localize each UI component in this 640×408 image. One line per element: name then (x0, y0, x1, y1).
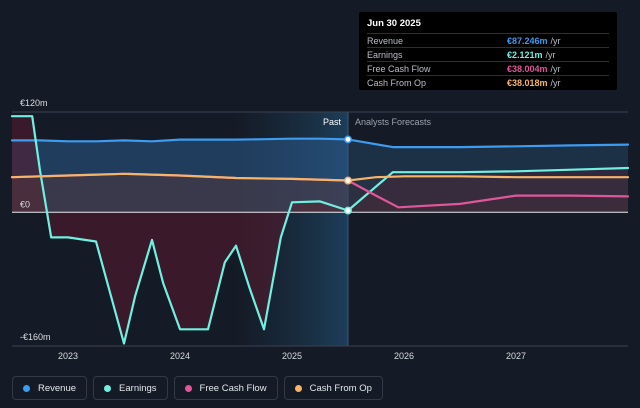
legend-label: Free Cash Flow (199, 382, 267, 394)
cash-from-op-area (12, 173, 348, 213)
x-tick-label: 2025 (282, 351, 302, 361)
tooltip-value: €38.004m (507, 63, 548, 74)
legend-item-earnings[interactable]: Earnings (93, 376, 168, 400)
past-end-markers (344, 135, 352, 215)
legend-dot-icon (184, 384, 192, 392)
tooltip-label: Free Cash Flow (367, 63, 431, 74)
past-label: Past (323, 117, 342, 127)
x-tick-label: 2026 (394, 351, 414, 361)
earnings-area (12, 116, 348, 344)
free-cash-flow-forecast-area (348, 180, 628, 213)
tooltip-unit: /yr (550, 35, 561, 46)
forecast-label: Analysts Forecasts (355, 117, 432, 127)
tooltip-row-earnings: Earnings €2.121m /yr (367, 47, 609, 61)
y-tick-label: -€160m (20, 332, 51, 342)
tooltip-unit: /yr (550, 63, 561, 74)
tooltip-date: Jun 30 2025 (367, 18, 421, 29)
y-tick-label: €0 (20, 199, 30, 209)
y-tick-label: €120m (20, 98, 48, 108)
legend-label: Earnings (119, 382, 157, 394)
legend-dot-icon (104, 384, 112, 392)
legend-item-free-cash-flow[interactable]: Free Cash Flow (173, 376, 278, 400)
cash-from-op-end-marker (344, 176, 352, 185)
x-tick-label: 2024 (170, 351, 190, 361)
tooltip-value: €87.246m (507, 35, 548, 46)
legend-dot-icon (294, 384, 302, 392)
earnings-revenue-chart: €120m €0 -€160m 2023 2024 2025 2026 2027 Pas… (10, 98, 630, 361)
cash-from-op-forecast-line (346, 175, 630, 182)
series-areas (12, 116, 628, 344)
x-tick-label: 2023 (58, 351, 78, 361)
tooltip-label: Revenue (367, 35, 404, 46)
legend-label: Revenue (38, 382, 77, 394)
series-lines (10, 115, 630, 345)
tooltip-row-free-cash-flow: Free Cash Flow €38.004m /yr (367, 61, 609, 75)
tooltip-value: €2.121m (507, 49, 543, 60)
cash-from-op-line (10, 172, 350, 182)
chart-legend: Revenue Earnings Free Cash Flow Cash Fro… (12, 376, 383, 400)
cash-from-op-forecast-area (348, 176, 628, 213)
revenue-line (10, 137, 350, 143)
tooltip-label: Earnings (367, 49, 403, 60)
x-axis-ticks: 2023 2024 2025 2026 2027 (58, 351, 526, 361)
free-cash-flow-forecast-line (346, 179, 630, 209)
legend-item-revenue[interactable]: Revenue (12, 376, 88, 400)
free-cash-flow-area (12, 173, 348, 213)
earnings-end-marker (344, 206, 352, 215)
tooltip-row-revenue: Revenue €87.246m /yr (367, 33, 609, 47)
tooltip-unit: /yr (545, 49, 556, 60)
tooltip-label: Cash From Op (367, 77, 427, 88)
earnings-line (10, 115, 350, 345)
data-tooltip: Jun 30 2025 Revenue €87.246m /yr Earning… (359, 12, 617, 90)
tooltip-row-cash-from-op: Cash From Op €38.018m /yr (367, 75, 609, 89)
earnings-forecast-area (348, 168, 628, 213)
revenue-end-marker (344, 135, 352, 144)
tooltip-value: €38.018m (507, 77, 548, 88)
legend-item-cash-from-op[interactable]: Cash From Op (283, 376, 383, 400)
tooltip-unit: /yr (550, 77, 561, 88)
earnings-forecast-line (346, 166, 630, 212)
x-tick-label: 2027 (506, 351, 526, 361)
legend-label: Cash From Op (309, 382, 372, 394)
revenue-forecast-line (346, 138, 630, 149)
legend-dot-icon (23, 384, 30, 392)
